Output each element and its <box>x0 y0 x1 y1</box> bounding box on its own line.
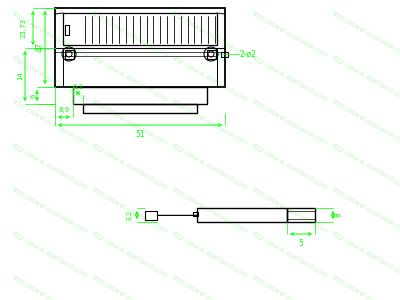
Text: http://www.soarland.com: http://www.soarland.com <box>90 54 169 104</box>
Text: http://www.soarland.com: http://www.soarland.com <box>170 10 249 59</box>
Text: http://www.soarland.com: http://www.soarland.com <box>330 98 400 147</box>
Text: http://www.soarland.com: http://www.soarland.com <box>170 98 249 147</box>
Text: http://www.soarland.com: http://www.soarland.com <box>170 186 249 236</box>
Text: http://www.soarland.com: http://www.soarland.com <box>90 10 169 59</box>
Text: 8,9: 8,9 <box>58 107 70 113</box>
Bar <box>193 212 198 216</box>
Text: http://www.soarland.com: http://www.soarland.com <box>10 54 89 104</box>
Bar <box>63 13 217 45</box>
Text: http://www.soarland.com: http://www.soarland.com <box>10 230 89 279</box>
Text: http://www.soarland.com: http://www.soarland.com <box>90 274 169 300</box>
Text: 51: 51 <box>135 130 145 139</box>
Bar <box>83 104 197 113</box>
Text: http://www.soarland.com: http://www.soarland.com <box>10 274 89 300</box>
Bar <box>197 208 287 222</box>
Text: 3,2: 3,2 <box>126 209 132 220</box>
Bar <box>55 8 225 87</box>
Text: 2-ø2: 2-ø2 <box>239 50 256 58</box>
Text: 8: 8 <box>334 213 342 218</box>
Bar <box>73 87 207 104</box>
Text: http://www.soarland.com: http://www.soarland.com <box>170 230 249 279</box>
Text: http://www.soarland.com: http://www.soarland.com <box>330 10 400 59</box>
Text: http://www.soarland.com: http://www.soarland.com <box>90 230 169 279</box>
Text: http://www.soarland.com: http://www.soarland.com <box>170 142 249 191</box>
Text: http://www.soarland.com: http://www.soarland.com <box>330 230 400 279</box>
Bar <box>287 208 315 222</box>
Text: 47: 47 <box>36 43 44 52</box>
Bar <box>65 25 69 34</box>
Text: http://www.soarland.com: http://www.soarland.com <box>10 98 89 147</box>
Text: http://www.soarland.com: http://www.soarland.com <box>250 10 329 59</box>
Bar <box>207 50 216 59</box>
Text: http://www.soarland.com: http://www.soarland.com <box>170 54 249 104</box>
Bar <box>221 52 228 56</box>
Text: http://www.soarland.com: http://www.soarland.com <box>250 142 329 191</box>
Text: http://www.soarland.com: http://www.soarland.com <box>90 186 169 236</box>
Text: http://www.soarland.com: http://www.soarland.com <box>10 186 89 236</box>
Text: http://www.soarland.com: http://www.soarland.com <box>330 274 400 300</box>
Text: http://www.soarland.com: http://www.soarland.com <box>250 54 329 104</box>
Text: 14: 14 <box>17 72 23 80</box>
Text: http://www.soarland.com: http://www.soarland.com <box>10 10 89 59</box>
Text: 23,73: 23,73 <box>21 18 27 38</box>
Text: http://www.soarland.com: http://www.soarland.com <box>250 230 329 279</box>
Text: 6,1: 6,1 <box>72 84 84 90</box>
Text: 6: 6 <box>30 93 36 98</box>
Text: http://www.soarland.com: http://www.soarland.com <box>90 142 169 191</box>
Text: http://www.soarland.com: http://www.soarland.com <box>330 142 400 191</box>
Text: 5: 5 <box>298 239 304 248</box>
Text: http://www.soarland.com: http://www.soarland.com <box>250 186 329 236</box>
Text: http://www.soarland.com: http://www.soarland.com <box>330 186 400 236</box>
Bar <box>145 211 157 220</box>
Text: http://www.soarland.com: http://www.soarland.com <box>250 274 329 300</box>
Bar <box>65 50 74 59</box>
Text: http://www.soarland.com: http://www.soarland.com <box>10 142 89 191</box>
Text: http://www.soarland.com: http://www.soarland.com <box>170 274 249 300</box>
Text: http://www.soarland.com: http://www.soarland.com <box>90 98 169 147</box>
Text: http://www.soarland.com: http://www.soarland.com <box>330 54 400 104</box>
Text: http://www.soarland.com: http://www.soarland.com <box>250 98 329 147</box>
